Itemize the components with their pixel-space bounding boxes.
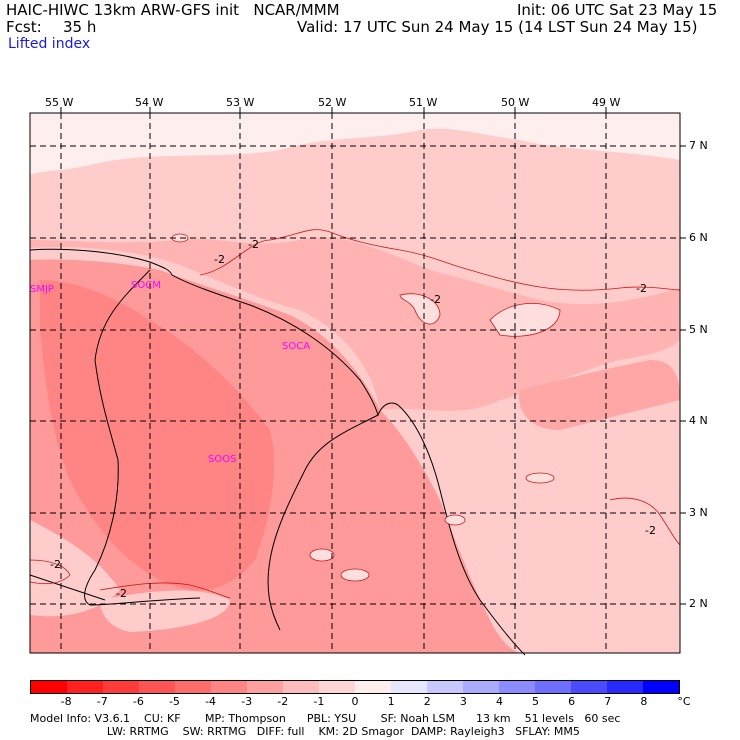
contour-label: -2 [645, 524, 656, 537]
colorbar-swatch [535, 681, 571, 693]
forecast-label: Fcst: [6, 18, 42, 36]
lat-label: 3 N [689, 506, 708, 519]
lon-label: 54 W [135, 96, 164, 109]
contour-label: -2 [50, 558, 61, 571]
colorbar-tick-label: 5 [532, 695, 540, 708]
station-soos: SOOS [208, 454, 236, 465]
colorbar-swatch [463, 681, 499, 693]
colorbar-swatch [247, 681, 283, 693]
station-soca: SOCA [282, 341, 310, 352]
colorbar-swatch [211, 681, 247, 693]
contour-small-4 [525, 472, 555, 484]
contour-label: -2 [636, 282, 647, 295]
colorbar-swatch [355, 681, 391, 693]
contour-minus2-patch [489, 303, 561, 337]
colorbar-tick-label: 8 [640, 695, 648, 708]
colorbar-tick-label: -7 [96, 695, 108, 708]
patch-light-sw [30, 520, 120, 617]
pale-band [30, 113, 680, 175]
patch-light-s [100, 590, 230, 632]
lon-label: 49 W [592, 96, 621, 109]
right-ticks [680, 145, 686, 605]
colorbar-swatch [139, 681, 175, 693]
map-frame [29, 112, 681, 654]
border-suriname-guyana [84, 269, 201, 606]
colorbar-tick-label: 3 [459, 695, 467, 708]
colorbar-swatch [571, 681, 607, 693]
contour-minus2-sw [29, 559, 71, 585]
lon-label: 51 W [409, 96, 438, 109]
station-socm: SOCM [131, 280, 161, 291]
colorbar-tick-label: 0 [351, 695, 359, 708]
lon-label: 55 W [45, 96, 74, 109]
colorbar-tick-label: 6 [568, 695, 576, 708]
coastline [29, 248, 526, 656]
contour-minus2-se [609, 497, 681, 546]
colorbar-swatch [283, 681, 319, 693]
colorbar-tick-label: -6 [132, 695, 144, 708]
lon-label: 50 W [501, 96, 530, 109]
valid-time: Valid: 17 UTC Sun 24 May 15 (14 LST Sun … [297, 18, 698, 36]
contour-small-2 [340, 568, 370, 582]
station-smjp: SMJP [30, 284, 54, 295]
colorbar-swatch [607, 681, 643, 693]
colorbar-swatch [643, 681, 679, 693]
colorbar-swatch [391, 681, 427, 693]
contour-minus2-s [99, 582, 231, 599]
patch-east [519, 360, 680, 430]
colorbar-swatch [499, 681, 535, 693]
colorbar-swatch [103, 681, 139, 693]
lat-label: 7 N [689, 139, 708, 152]
colorbar-swatch [175, 681, 211, 693]
contour-label: -2 [116, 587, 127, 600]
init-time: Init: 06 UTC Sat 23 May 15 [517, 1, 718, 19]
contour-label: -2 [430, 293, 441, 306]
contour-label: -2 [248, 238, 259, 251]
colorbar-tick-label: -2 [277, 695, 289, 708]
colorbar-tick-label: -1 [313, 695, 325, 708]
model-info-line2: LW: RRTMG SW: RRTMG DIFF: full KM: 2D Sm… [30, 725, 580, 738]
contour-small-3 [444, 514, 466, 526]
colorbar-swatch [67, 681, 103, 693]
colorbar-tick-label: -8 [60, 695, 72, 708]
colorbar-tick-label: 4 [495, 695, 503, 708]
colorbar [30, 680, 680, 694]
colorbar-swatch [31, 681, 67, 693]
colorbar-tick-label: 7 [604, 695, 612, 708]
colorbar-tick-label: 2 [423, 695, 431, 708]
border-french-guiana [267, 414, 379, 631]
colorbar-swatch [319, 681, 355, 693]
field-name: Lifted index [8, 36, 91, 52]
model-title: HAIC-HIWC 13km ARW-GFS init NCAR/MMM [6, 1, 340, 19]
colorbar-tick-label: -4 [205, 695, 217, 708]
contour-label: -2 [214, 253, 225, 266]
lon-label: 52 W [318, 96, 347, 109]
colorbar-swatch [427, 681, 463, 693]
lat-label: 5 N [689, 323, 708, 336]
colorbar-unit: °C [677, 695, 691, 708]
band-minus2 [30, 237, 680, 411]
forecast-hour: 35 h [63, 18, 97, 36]
lat-label: 4 N [689, 414, 708, 427]
top-ticks [60, 107, 607, 113]
lon-label: 53 W [226, 96, 255, 109]
lat-label: 6 N [689, 231, 708, 244]
contour-minus2-island [399, 293, 441, 325]
graticule [30, 113, 680, 653]
colorbar-tick-label: -3 [241, 695, 253, 708]
border-south [29, 574, 106, 601]
contour-small-1 [309, 548, 335, 562]
model-info-line1: Model Info: V3.6.1 CU: KF MP: Thompson P… [30, 712, 621, 725]
colorbar-tick-label: -5 [168, 695, 180, 708]
lat-label: 2 N [689, 597, 708, 610]
colorbar-tick-label: 1 [387, 695, 395, 708]
contour-minus2-north [199, 229, 681, 291]
